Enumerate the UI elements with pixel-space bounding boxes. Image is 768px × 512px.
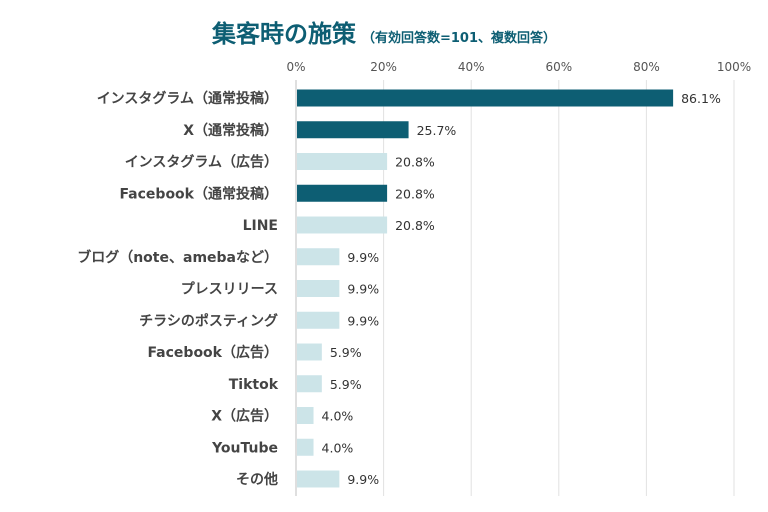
value-label: 9.9% bbox=[347, 250, 379, 265]
bar bbox=[297, 89, 674, 107]
value-label: 9.9% bbox=[347, 472, 379, 487]
value-label: 4.0% bbox=[322, 440, 354, 455]
bar bbox=[297, 153, 388, 170]
bar bbox=[297, 216, 388, 234]
category-label: インスタグラム（通常投稿） bbox=[97, 90, 278, 107]
bar bbox=[297, 343, 322, 361]
bar bbox=[297, 184, 388, 202]
value-label: 20.8% bbox=[395, 218, 435, 233]
value-label: 25.7% bbox=[417, 123, 457, 138]
bar bbox=[297, 280, 340, 297]
x-tick-label: 40% bbox=[458, 60, 485, 74]
category-label: Facebook（通常投稿） bbox=[119, 185, 278, 202]
category-label: X（通常投稿） bbox=[183, 122, 278, 139]
bar bbox=[297, 311, 340, 329]
x-tick-label: 60% bbox=[545, 60, 572, 74]
x-tick-label: 80% bbox=[633, 60, 660, 74]
title-row: 集客時の施策 （有効回答数=101、複数回答） bbox=[0, 14, 768, 49]
category-label: LINE bbox=[243, 218, 278, 234]
category-label: プレスリリース bbox=[181, 282, 278, 298]
category-label: Facebook（広告） bbox=[147, 344, 278, 361]
bar bbox=[297, 470, 340, 488]
bar bbox=[297, 248, 340, 266]
x-tick-label: 100% bbox=[717, 60, 751, 74]
x-tick-label: 20% bbox=[370, 60, 397, 74]
bar bbox=[297, 121, 409, 139]
category-label: チラシのポスティング bbox=[139, 312, 278, 329]
value-label: 9.9% bbox=[347, 313, 379, 328]
category-label: X（広告） bbox=[211, 408, 278, 425]
bar bbox=[297, 438, 314, 456]
value-label: 4.0% bbox=[322, 409, 354, 424]
value-label: 20.8% bbox=[395, 155, 435, 170]
bar bbox=[297, 375, 322, 393]
chart-title: 集客時の施策 bbox=[211, 20, 356, 48]
category-label: Tiktok bbox=[229, 377, 279, 393]
category-label: YouTube bbox=[211, 440, 278, 456]
category-label: インスタグラム（広告） bbox=[125, 154, 278, 171]
bar bbox=[297, 407, 314, 424]
x-tick-label: 0% bbox=[286, 60, 305, 74]
value-label: 9.9% bbox=[347, 282, 379, 297]
value-label: 5.9% bbox=[330, 345, 362, 360]
chart-subtitle: （有効回答数=101、複数回答） bbox=[361, 31, 557, 46]
value-label: 86.1% bbox=[681, 91, 721, 106]
value-label: 5.9% bbox=[330, 377, 362, 392]
value-label: 20.8% bbox=[395, 186, 435, 201]
category-label: その他 bbox=[236, 471, 278, 488]
category-label: ブログ（note、amebaなど） bbox=[77, 249, 278, 266]
